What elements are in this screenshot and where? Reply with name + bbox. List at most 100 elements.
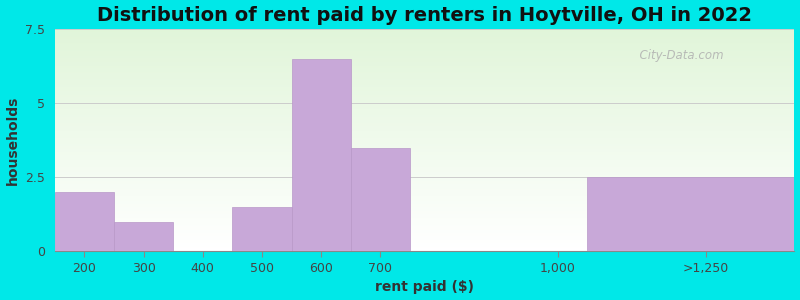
Bar: [55, 194, 794, 195]
Bar: [55, 160, 794, 161]
Bar: [55, 126, 794, 127]
Bar: [55, 96, 794, 97]
Bar: [55, 62, 794, 63]
Bar: [55, 207, 794, 208]
Bar: [55, 117, 794, 118]
Bar: [55, 119, 794, 120]
Bar: [55, 115, 794, 116]
Bar: [55, 66, 794, 67]
Bar: [55, 33, 794, 34]
Bar: [55, 52, 794, 53]
Bar: [55, 219, 794, 220]
Bar: [55, 55, 794, 56]
Bar: [55, 107, 794, 108]
Bar: [55, 131, 794, 132]
Bar: [55, 76, 794, 77]
Bar: [55, 53, 794, 55]
Bar: [55, 148, 794, 149]
Bar: [55, 230, 794, 231]
Bar: [55, 201, 794, 202]
Bar: [55, 247, 794, 248]
Bar: [55, 57, 794, 58]
Bar: [55, 94, 794, 96]
Bar: [55, 171, 794, 172]
Bar: [55, 197, 794, 198]
Bar: [55, 50, 794, 51]
Bar: [55, 99, 794, 100]
Bar: [55, 106, 794, 107]
Bar: [55, 127, 794, 128]
Bar: [55, 235, 794, 236]
Bar: [55, 85, 794, 86]
Bar: [55, 169, 794, 170]
Bar: [55, 89, 794, 90]
Bar: [55, 71, 794, 72]
Bar: [55, 40, 794, 41]
Bar: [55, 38, 794, 39]
Bar: [55, 168, 794, 169]
Bar: [55, 236, 794, 237]
Bar: [55, 72, 794, 74]
Bar: [55, 118, 794, 119]
Bar: [55, 46, 794, 47]
Bar: [55, 147, 794, 148]
Bar: [55, 234, 794, 235]
Bar: [55, 227, 794, 228]
Bar: [55, 179, 794, 180]
Bar: [55, 205, 794, 206]
Bar: [55, 102, 794, 104]
Bar: [55, 245, 794, 246]
Bar: [55, 182, 794, 184]
Bar: [55, 122, 794, 124]
Bar: [55, 137, 794, 138]
Bar: [55, 184, 794, 185]
Bar: [55, 124, 794, 126]
Bar: [55, 149, 794, 150]
Bar: [55, 215, 794, 216]
Bar: [55, 77, 794, 78]
Bar: [55, 51, 794, 52]
Bar: [55, 154, 794, 156]
Bar: [55, 121, 794, 122]
Bar: [55, 44, 794, 46]
Bar: [55, 143, 794, 145]
Bar: [55, 48, 794, 49]
Bar: [55, 128, 794, 129]
Bar: [55, 130, 794, 131]
Bar: [55, 132, 794, 134]
Bar: [55, 180, 794, 181]
Bar: [55, 81, 794, 82]
Bar: [55, 69, 794, 70]
Bar: [55, 188, 794, 189]
Bar: [55, 187, 794, 188]
Bar: [55, 250, 794, 251]
Bar: [55, 60, 794, 61]
Bar: [55, 158, 794, 159]
Bar: [55, 97, 794, 98]
Bar: [55, 229, 794, 230]
Bar: [55, 217, 794, 218]
Bar: [55, 139, 794, 140]
Bar: [55, 87, 794, 88]
Bar: [55, 210, 794, 211]
Bar: [55, 135, 794, 136]
X-axis label: rent paid ($): rent paid ($): [375, 280, 474, 294]
Bar: [55, 103, 794, 105]
Bar: [55, 224, 794, 225]
Bar: [55, 239, 794, 240]
Bar: [55, 74, 794, 76]
Bar: [55, 83, 794, 85]
Bar: [55, 36, 794, 37]
Title: Distribution of rent paid by renters in Hoytville, OH in 2022: Distribution of rent paid by renters in …: [97, 6, 752, 25]
Bar: [55, 174, 794, 175]
Bar: [55, 248, 794, 249]
Bar: [55, 156, 794, 157]
Bar: [55, 105, 794, 106]
Bar: [55, 231, 794, 232]
Bar: [55, 223, 794, 224]
Bar: [55, 30, 794, 31]
Bar: [55, 136, 794, 137]
Bar: [55, 172, 794, 174]
Bar: [55, 151, 794, 152]
Bar: [55, 176, 794, 177]
